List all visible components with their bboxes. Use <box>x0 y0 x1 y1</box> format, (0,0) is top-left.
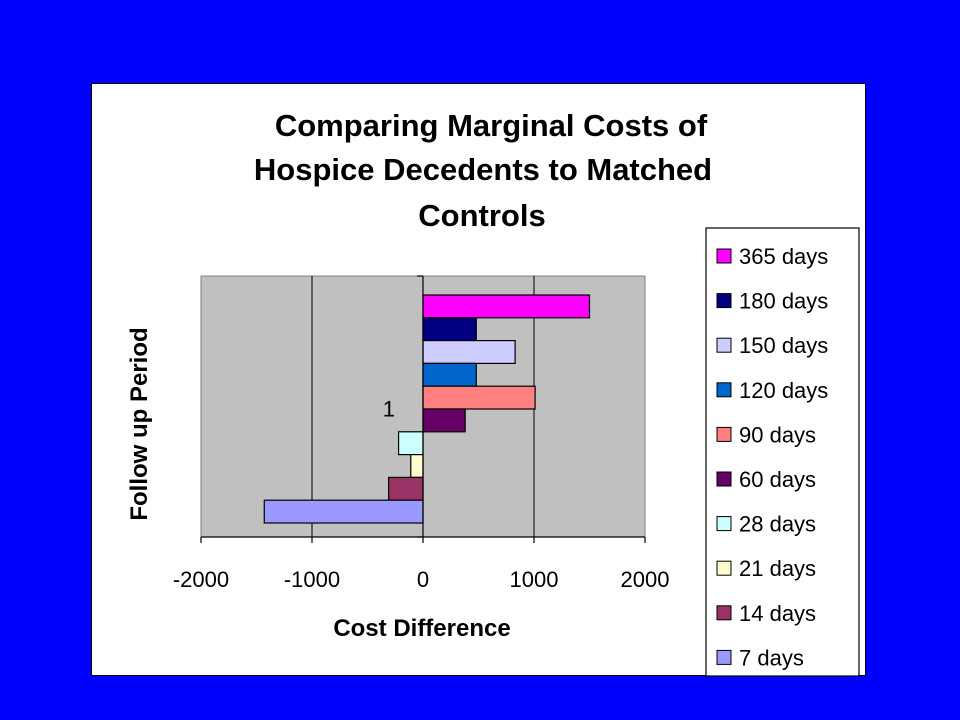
chart-title-line-1: Comparing Marginal Costs of <box>275 108 708 143</box>
bar-7-days <box>263 499 424 524</box>
legend-label: 21 days <box>739 556 816 581</box>
bar-14-days <box>387 476 424 501</box>
x-tick-label: 2000 <box>621 567 670 592</box>
legend-item: 21 days <box>716 556 816 581</box>
legend-item: 180 days <box>716 289 828 314</box>
legend-swatch <box>716 560 732 576</box>
bar-21-days <box>410 454 424 479</box>
bar-365-days <box>422 294 591 319</box>
legend-item: 150 days <box>716 333 828 358</box>
x-tick-label: -2000 <box>173 567 229 592</box>
bar-150-days <box>422 340 516 365</box>
legend-label: 365 days <box>739 244 828 269</box>
legend-swatch <box>716 605 732 621</box>
legend-label: 14 days <box>739 601 816 626</box>
legend-swatch <box>716 248 732 264</box>
legend-swatch <box>716 382 732 398</box>
legend-item: 7 days <box>716 645 804 670</box>
legend-item: 365 days <box>716 244 828 269</box>
legend-item: 120 days <box>716 378 828 403</box>
axes <box>200 275 646 543</box>
x-axis-title: Cost Difference <box>333 615 510 642</box>
chart-canvas: Comparing Marginal Costs of Hospice Dece… <box>126 108 860 677</box>
y-axis-title: Follow up Period <box>126 327 153 520</box>
legend-item: 28 days <box>716 512 816 537</box>
legend-swatch <box>716 649 732 665</box>
legend-label: 120 days <box>739 378 828 403</box>
legend-label: 90 days <box>739 422 816 447</box>
legend-swatch <box>716 426 732 442</box>
legend-label: 28 days <box>739 512 816 537</box>
legend-swatch <box>716 293 732 309</box>
legend-label: 150 days <box>739 333 828 358</box>
chart-title-line-3: Controls <box>418 198 545 233</box>
x-tick-labels: -2000 -1000 0 1000 2000 <box>173 567 670 592</box>
bar-28-days <box>397 431 424 456</box>
legend-swatch <box>716 337 732 353</box>
legend-item: 14 days <box>716 601 816 626</box>
bar-180-days <box>422 317 477 342</box>
y-category-label: 1 <box>383 397 395 422</box>
legend-item: 60 days <box>716 467 816 492</box>
x-tick-label: 1000 <box>510 567 559 592</box>
x-tick-label: -1000 <box>284 567 340 592</box>
bar-120-days <box>422 362 477 387</box>
bar-group <box>263 294 591 524</box>
x-tick-label: 0 <box>417 567 429 592</box>
legend-swatch <box>716 471 732 487</box>
bar-60-days <box>422 408 466 433</box>
chart-title-line-2: Hospice Decedents to Matched <box>254 152 712 187</box>
chart-panel: Comparing Marginal Costs of Hospice Dece… <box>91 83 866 677</box>
legend-label: 7 days <box>739 645 804 670</box>
legend-swatch <box>716 516 732 532</box>
chart-title: Comparing Marginal Costs of Hospice Dece… <box>254 108 712 233</box>
legend-label: 180 days <box>739 289 828 314</box>
legend-label: 60 days <box>739 467 816 492</box>
legend: 365 days 180 days 150 days 120 days 90 days 6… <box>705 227 860 677</box>
bar-90-days <box>422 385 536 410</box>
legend-item: 90 days <box>716 422 816 447</box>
